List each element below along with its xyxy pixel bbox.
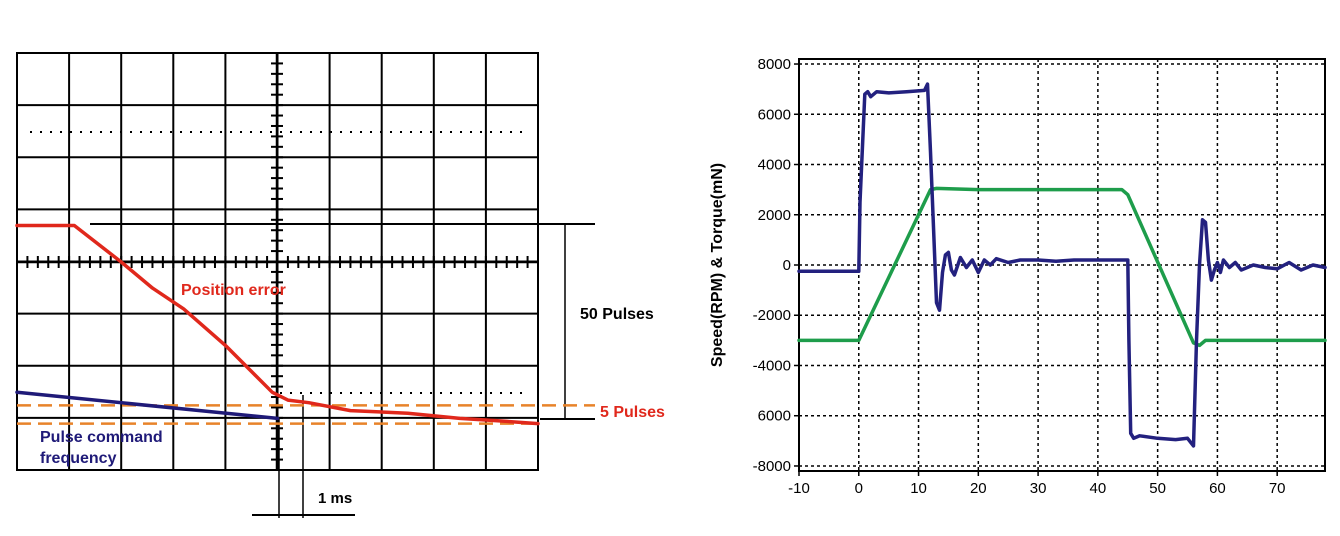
y-tick-label: -2000 <box>753 307 791 324</box>
oscilloscope-center-ticks <box>17 53 538 470</box>
y-axis-label: Speed(RPM) & Torque(mN) <box>709 163 726 367</box>
y-tick-label: 6000 <box>758 106 791 123</box>
oscilloscope-series <box>15 223 540 426</box>
y-tick-label: 6000 <box>758 408 791 425</box>
y-tick-label: -4000 <box>753 357 791 374</box>
y-tick-label: 0 <box>783 257 791 274</box>
x-tick-label: 30 <box>1030 480 1047 497</box>
x-tick-label: 40 <box>1090 480 1107 497</box>
y-tick-label: -8000 <box>753 458 791 475</box>
position-error-label: Position error <box>181 282 286 299</box>
oscilloscope-panel: Position error Pulse command frequency 5… <box>15 52 665 518</box>
position-error-line <box>15 223 540 426</box>
x-tick-label: 60 <box>1209 480 1226 497</box>
y-tick-label: 8000 <box>758 56 791 73</box>
x-tick-label: 10 <box>910 480 927 497</box>
x-axis-ticks: -10 0 10 20 30 40 50 60 70 <box>788 471 1286 497</box>
x-tick-label: 70 <box>1269 480 1286 497</box>
one-ms-label: 1 ms <box>318 490 352 507</box>
pulse-command-label-line2: frequency <box>40 450 117 467</box>
speed-torque-grid <box>799 59 1325 471</box>
x-tick-label: 50 <box>1149 480 1166 497</box>
speed-torque-series <box>797 82 1327 448</box>
fifty-pulses-label: 50 Pulses <box>580 306 654 323</box>
x-tick-label: 20 <box>970 480 987 497</box>
y-tick-label: 4000 <box>758 157 791 174</box>
speed-line <box>797 82 1327 448</box>
speed-torque-panel: -10 0 10 20 30 40 50 60 70 8000 6000 4000 2000 0 -200… <box>709 56 1327 497</box>
pulse-command-line <box>15 390 280 421</box>
five-pulses-reference-lines <box>17 404 595 425</box>
pulse-command-label-line1: Pulse command <box>40 429 163 446</box>
y-tick-label: 2000 <box>758 207 791 224</box>
y-axis-ticks: 8000 6000 4000 2000 0 -2000 -4000 6000 -8000 <box>753 56 799 475</box>
x-tick-label: 0 <box>855 480 863 497</box>
x-tick-label: -10 <box>788 480 810 497</box>
five-pulses-label: 5 Pulses <box>600 404 665 421</box>
